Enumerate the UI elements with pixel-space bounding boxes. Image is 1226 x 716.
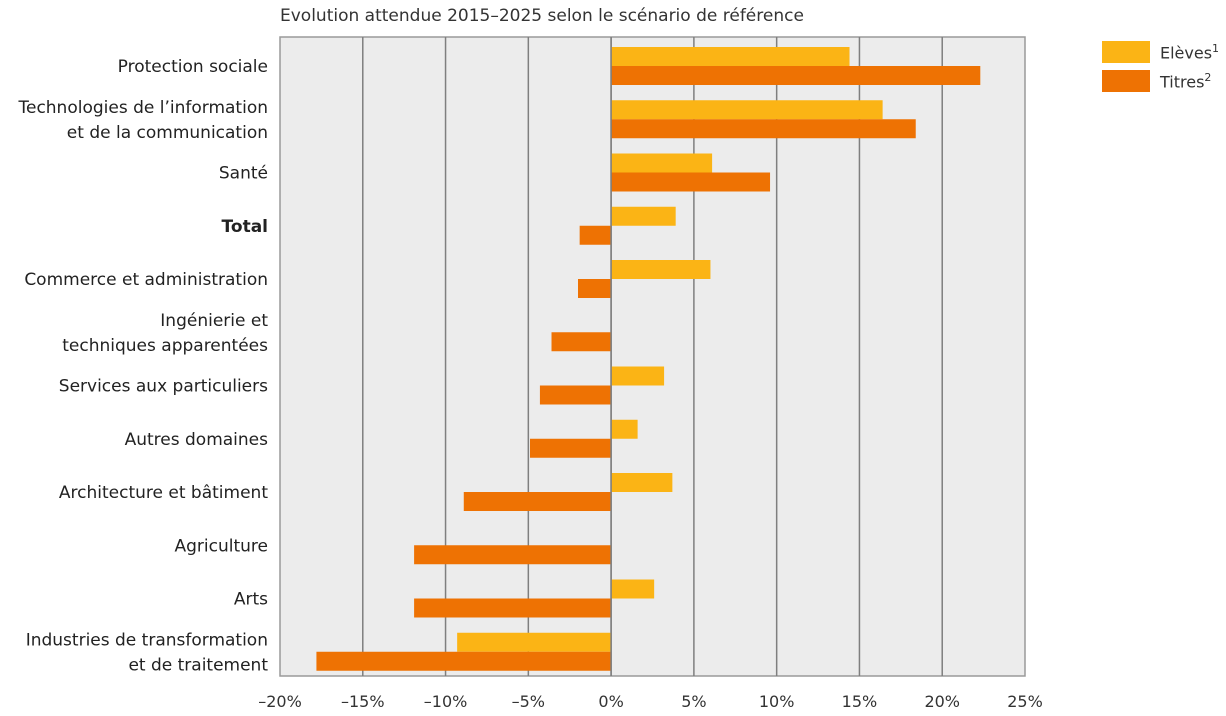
- bar-titres-agriculture: [414, 545, 612, 565]
- category-label-agriculture: Agriculture: [175, 536, 269, 556]
- category-label-sante: Santé: [219, 164, 268, 184]
- x-tick-label: 5%: [681, 692, 706, 711]
- bar-eleves-commerce-et-administration: [611, 260, 711, 279]
- bar-eleves-autres-domaines: [611, 419, 638, 439]
- category-label-protection-sociale: Protection sociale: [118, 57, 268, 77]
- legend-label-titres: Titres2: [1160, 70, 1212, 92]
- x-tick-label: 15%: [842, 692, 878, 711]
- x-tick-label: –15%: [341, 692, 385, 711]
- bar-eleves-sante: [611, 153, 713, 173]
- x-tick-label: 25%: [1007, 692, 1043, 711]
- bar-eleves-arts: [611, 579, 655, 599]
- bar-titres-total: [579, 225, 612, 245]
- bar-titres-technologies-de-l-information-et-de-la-communication: [611, 119, 916, 139]
- bar-titres-arts: [414, 598, 612, 618]
- bar-eleves-services-aux-particuliers: [611, 366, 665, 386]
- category-label-arts: Arts: [234, 590, 268, 610]
- legend: Elèves1 Titres2: [1102, 40, 1219, 98]
- bar-eleves-total: [611, 206, 676, 226]
- category-label-total: Total: [222, 217, 268, 237]
- category-label-architecture-et-batiment: Architecture et bâtiment: [59, 483, 268, 503]
- legend-swatch-eleves: [1102, 41, 1150, 63]
- x-tick-label: 10%: [759, 692, 795, 711]
- bar-eleves-industries-de-transformation-et-de-traitement: [457, 632, 612, 652]
- bar-eleves-architecture-et-batiment: [611, 473, 673, 492]
- bar-titres-autres-domaines: [529, 438, 612, 458]
- category-label-industries-de-transformation-et-de-traitement: Industries de transformation et de traite…: [26, 630, 269, 675]
- category-label-services-aux-particuliers: Services aux particuliers: [59, 377, 268, 397]
- chart-title: Evolution attendue 2015–2025 selon le sc…: [280, 6, 804, 26]
- plot-area: [279, 36, 1026, 677]
- x-tick-label: –5%: [512, 692, 545, 711]
- bar-titres-protection-sociale: [611, 66, 981, 85]
- x-tick-label: –20%: [258, 692, 302, 711]
- bar-titres-industries-de-transformation-et-de-traitement: [316, 651, 612, 671]
- bar-titres-sante: [611, 172, 771, 192]
- x-tick-label: –10%: [424, 692, 468, 711]
- bar-titres-services-aux-particuliers: [539, 385, 612, 405]
- category-label-autres-domaines: Autres domaines: [125, 430, 269, 450]
- legend-item-titres: Titres2: [1102, 69, 1219, 93]
- category-label-commerce-et-administration: Commerce et administration: [24, 270, 268, 290]
- bar-eleves-technologies-de-l-information-et-de-la-communication: [611, 100, 883, 120]
- x-tick-label: 0%: [598, 692, 623, 711]
- bar-titres-architecture-et-batiment: [463, 492, 612, 511]
- x-tick-label: 20%: [924, 692, 960, 711]
- legend-label-eleves: Elèves1: [1160, 41, 1220, 63]
- category-label-ingenierie-et-techniques-apparentees: Ingénierie et techniques apparentées: [62, 311, 268, 356]
- bar-titres-ingenierie-et-techniques-apparentees: [551, 332, 612, 352]
- legend-item-eleves: Elèves1: [1102, 40, 1219, 64]
- bar-eleves-protection-sociale: [611, 47, 850, 66]
- bar-titres-commerce-et-administration: [578, 279, 612, 298]
- legend-swatch-titres: [1102, 70, 1150, 92]
- category-label-technologies-de-l-information-et-de-la-communication: Technologies de l’information et de la co…: [17, 98, 268, 143]
